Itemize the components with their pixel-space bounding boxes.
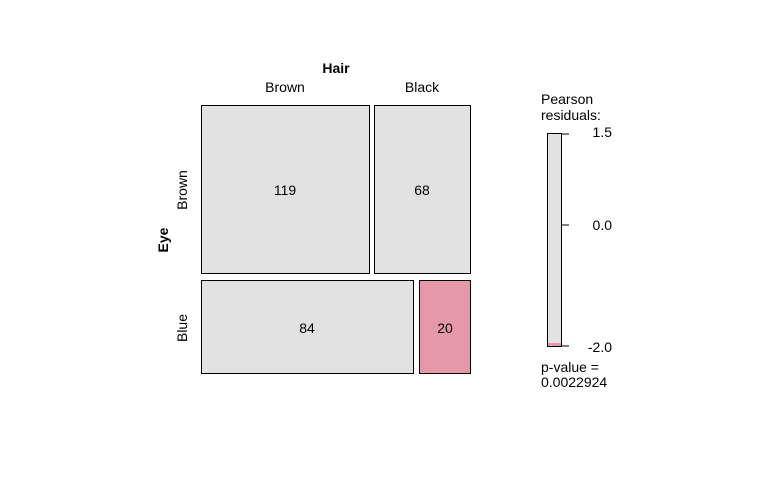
column-label-black: Black <box>405 79 440 95</box>
tile-brown-brown <box>201 105 370 274</box>
eye-axis-title: Eye <box>155 227 171 252</box>
legend-tick-label-low: -2.0 <box>588 339 612 355</box>
p-value: 0.0022924 <box>541 374 607 390</box>
legend-tick-label-mid: 0.0 <box>593 217 613 233</box>
tile-blue-black <box>419 280 471 374</box>
column-label-brown: Brown <box>265 79 305 95</box>
tile-blue-brown <box>201 280 414 374</box>
cell-count-blue-black: 20 <box>437 320 453 336</box>
row-label-blue: Blue <box>174 314 190 342</box>
legend-color-bar <box>547 133 562 347</box>
tile-brown-black <box>374 105 471 274</box>
legend-tick-label-high: 1.5 <box>593 124 613 140</box>
legend-title-line1: Pearson <box>541 91 593 107</box>
cell-count-brown-black: 68 <box>414 182 430 198</box>
legend-title-line2: residuals: <box>541 107 601 123</box>
hair-axis-title: Hair <box>322 60 350 76</box>
cell-count-blue-brown: 84 <box>299 320 315 336</box>
p-value-label: p-value = <box>541 359 599 375</box>
cell-count-brown-brown: 119 <box>274 182 297 198</box>
row-label-brown: Brown <box>174 170 190 210</box>
legend-negative-band <box>548 343 561 346</box>
